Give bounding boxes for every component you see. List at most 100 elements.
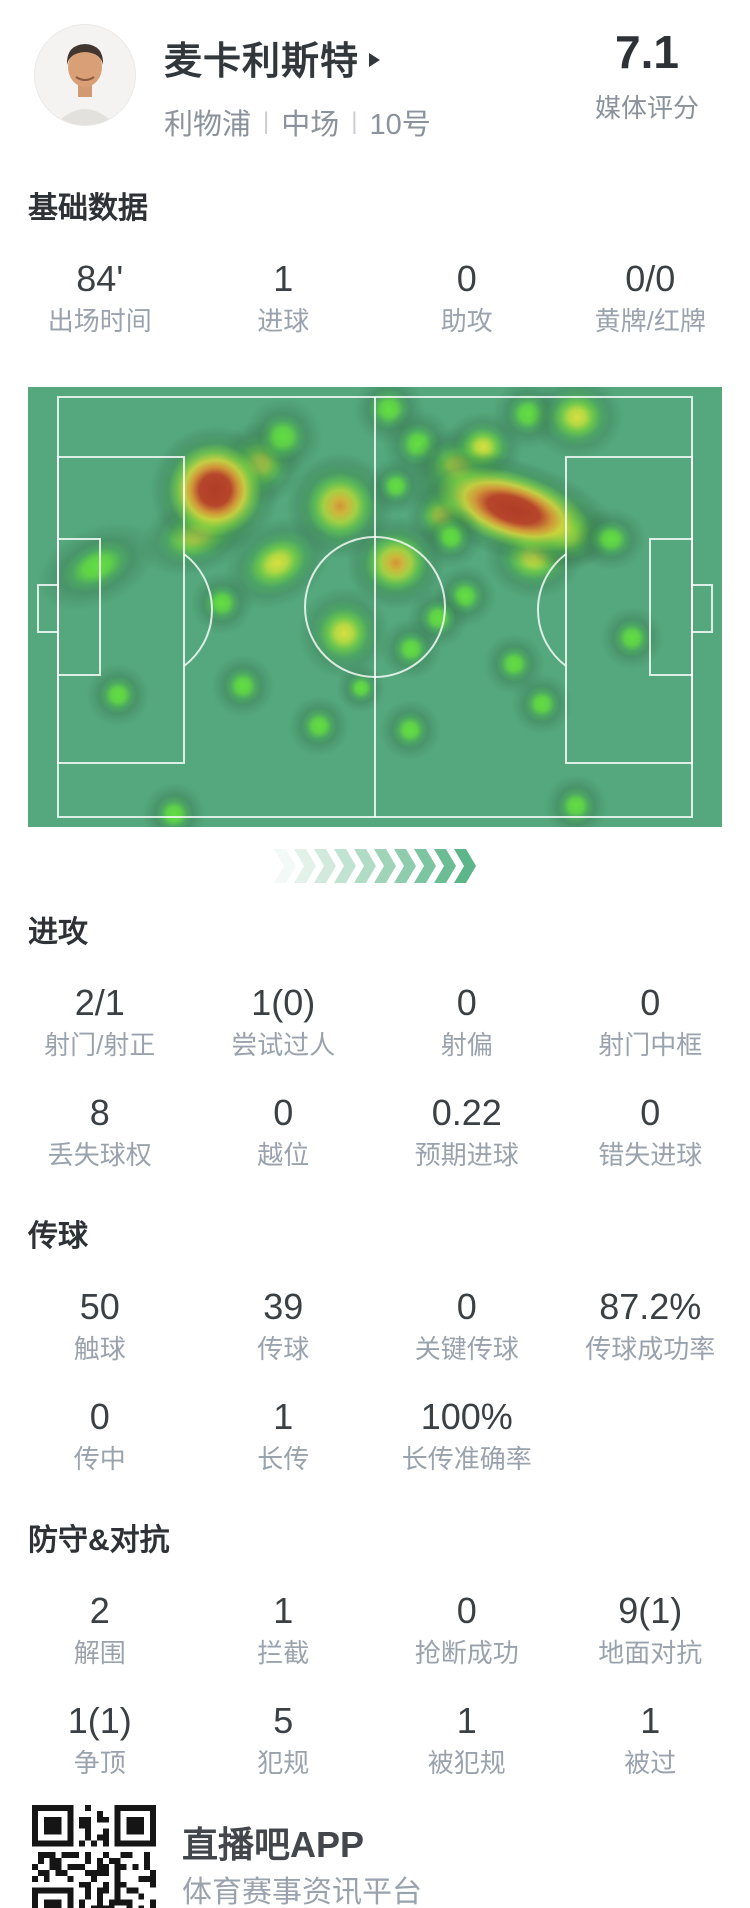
- qr-module: [85, 1881, 92, 1888]
- qr-module: [49, 1852, 56, 1859]
- qr-module: [114, 1893, 121, 1900]
- stat-label: 被过: [624, 1748, 677, 1778]
- qr-module: [96, 1905, 103, 1908]
- stat-cell: 0/0 黄牌/红牌: [559, 257, 743, 337]
- stat-cell: 5 犯规: [192, 1699, 376, 1779]
- stat-value: 0/0: [625, 258, 676, 299]
- stat-cell: 84' 出场时间: [8, 257, 192, 337]
- stat-value: 0.22: [431, 1092, 502, 1133]
- qr-module: [37, 1869, 44, 1876]
- section-defense: 防守&对抗 2 解围 1 拦截 0 抢断成功 9(1) 地面对抗 1(1) 争顶 5 犯规 1 被犯规 1 被…: [0, 1521, 750, 1779]
- qr-code: [32, 1805, 156, 1908]
- stat-cell: 87.2% 传球成功率: [559, 1285, 743, 1365]
- stat-cell: 1 被过: [559, 1699, 743, 1779]
- stat-value: 1: [273, 258, 294, 299]
- stat-cell: 39 传球: [192, 1285, 376, 1365]
- stat-cell: 9(1) 地面对抗: [559, 1589, 743, 1669]
- app-footer: 直播吧APP 体育赛事资讯平台: [32, 1805, 750, 1908]
- qr-module: [114, 1899, 121, 1906]
- player-sub-info: 利物浦 | 中场 | 10号: [164, 101, 572, 143]
- chevron-separator: [0, 849, 750, 883]
- heat-blob: [189, 570, 255, 636]
- qr-module: [102, 1887, 109, 1894]
- qr-module: [126, 1899, 133, 1906]
- qr-module: [114, 1869, 121, 1876]
- qr-module: [150, 1869, 156, 1876]
- qr-module: [79, 1881, 86, 1888]
- qr-module: [114, 1858, 121, 1865]
- rating-label: 媒体评分: [594, 93, 699, 123]
- stat-label: 出场时间: [47, 306, 152, 336]
- sub-info-item: 中场: [281, 109, 340, 141]
- stat-label: 抢断成功: [414, 1638, 519, 1668]
- qr-module: [85, 1893, 92, 1900]
- footer-text: 直播吧APP 体育赛事资讯平台: [156, 1823, 422, 1908]
- chevron-icon: [354, 849, 376, 883]
- section-basic: 基础数据 84' 出场时间 1 进球 0 助攻 0/0 黄牌/红牌: [0, 189, 750, 337]
- qr-module: [85, 1828, 92, 1835]
- qr-module: [79, 1822, 86, 1829]
- rating-value: 7.1: [615, 26, 679, 78]
- qr-module: [102, 1816, 109, 1823]
- stat-row: 2/1 射门/射正 1(0) 尝试过人 0 射偏 0 射门中框: [0, 981, 750, 1061]
- qr-module: [37, 1858, 44, 1865]
- stat-cell: 2 解围: [8, 1589, 192, 1669]
- stat-cell: 0 关键传球: [375, 1285, 559, 1365]
- section-title-passing: 传球: [28, 1220, 88, 1253]
- stat-cell: 1 拦截: [192, 1589, 376, 1669]
- stat-label: 射门/射正: [44, 1030, 156, 1060]
- stat-cell: 1 长传: [192, 1395, 376, 1475]
- stat-label: 传球: [257, 1334, 310, 1364]
- qr-module: [32, 1875, 38, 1882]
- qr-module: [85, 1852, 92, 1859]
- qr-module: [108, 1899, 115, 1906]
- qr-module: [120, 1852, 127, 1859]
- stat-value: 0: [89, 1396, 110, 1437]
- stat-value: 1: [640, 1700, 661, 1741]
- chevron-icon: [294, 849, 316, 883]
- qr-module: [85, 1869, 92, 1876]
- chevron-icon: [434, 849, 456, 883]
- qr-module: [96, 1893, 103, 1900]
- stat-label: 长传: [257, 1444, 310, 1474]
- stat-value: 2: [89, 1590, 110, 1631]
- qr-module: [91, 1840, 97, 1847]
- qr-module: [114, 1875, 121, 1882]
- stat-row: 50 触球 39 传球 0 关键传球 87.2% 传球成功率: [0, 1285, 750, 1365]
- chevron-icon: [374, 849, 396, 883]
- player-avatar: [34, 24, 136, 126]
- sub-info-divider: |: [351, 108, 358, 135]
- qr-module: [73, 1864, 80, 1870]
- stat-label: 丢失球权: [47, 1140, 152, 1170]
- stat-value: 1: [273, 1590, 294, 1631]
- qr-module: [37, 1852, 44, 1859]
- stat-cell: 1 被犯规: [375, 1699, 559, 1779]
- stat-row: 8 丢失球权 0 越位 0.22 预期进球 0 错失进球: [0, 1091, 750, 1171]
- stat-cell: 1(0) 尝试过人: [192, 981, 376, 1061]
- heatmap-pitch: [28, 387, 722, 827]
- chevron-separator-svg: [274, 849, 476, 883]
- heat-blob: [530, 387, 624, 461]
- qr-module: [85, 1858, 92, 1865]
- qr-module: [96, 1858, 103, 1865]
- heat-blob: [288, 695, 350, 757]
- chevron-icon: [454, 849, 476, 883]
- qr-module: [114, 1864, 121, 1870]
- heat-blob: [335, 662, 387, 714]
- stat-value: 9(1): [618, 1590, 683, 1631]
- player-name: 麦卡利斯特: [164, 41, 360, 83]
- stat-label: 射门中框: [598, 1030, 703, 1060]
- player-name-button[interactable]: 麦卡利斯特: [164, 30, 572, 85]
- qr-module: [138, 1893, 145, 1900]
- stat-cell: 0.22 预期进球: [375, 1091, 559, 1171]
- qr-module: [126, 1887, 133, 1894]
- qr-module: [126, 1905, 133, 1908]
- stat-value: 39: [263, 1286, 304, 1327]
- player-header: 麦卡利斯特 利物浦 | 中场 | 10号 7.1 媒体评分: [0, 0, 750, 143]
- heat-blob: [210, 653, 276, 719]
- stat-label: 解围: [73, 1638, 126, 1668]
- section-rows-defense: 2 解围 1 拦截 0 抢断成功 9(1) 地面对抗 1(1) 争顶 5 犯规 1 被犯规 1 被过: [0, 1589, 750, 1779]
- stat-value: 0: [273, 1092, 294, 1133]
- stat-label: 预期进球: [414, 1140, 519, 1170]
